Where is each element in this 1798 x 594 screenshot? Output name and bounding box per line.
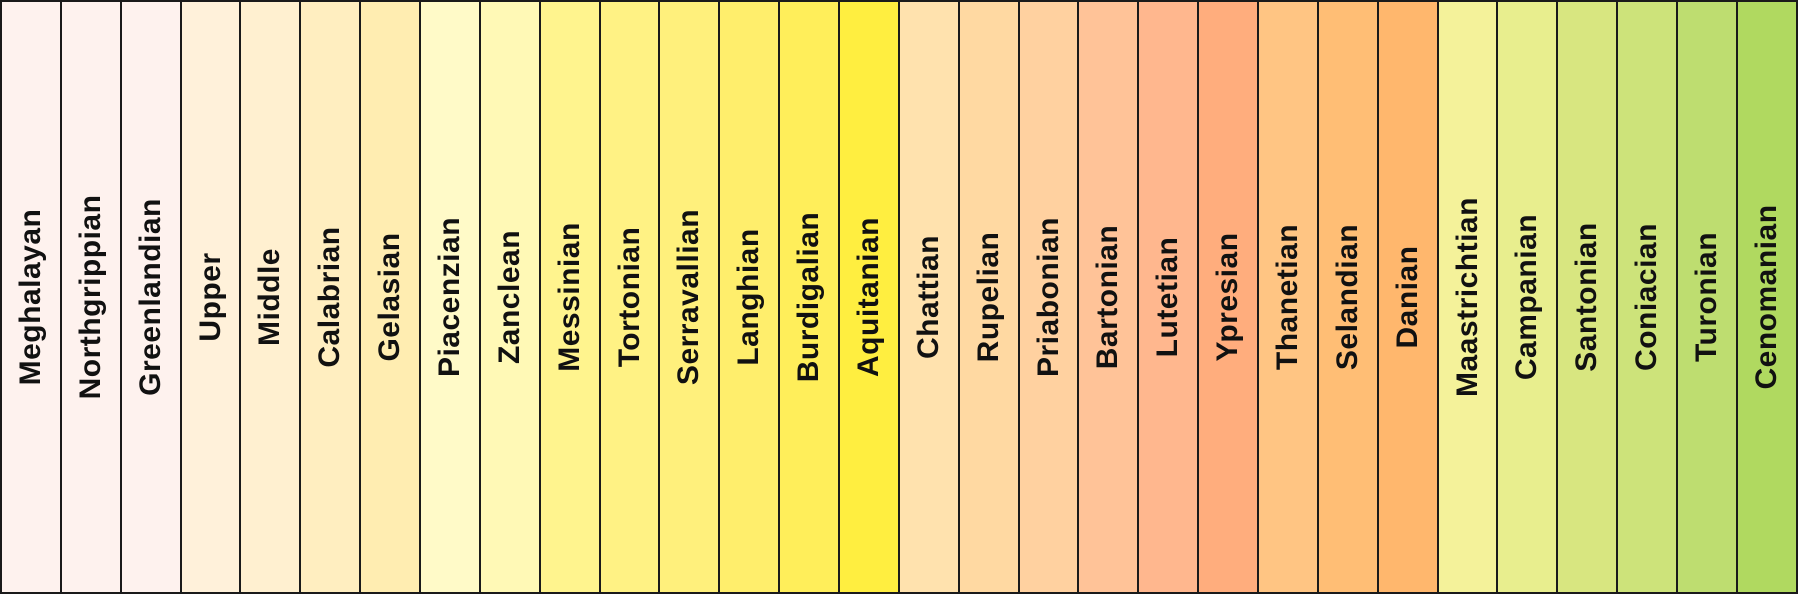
stage-column: Ypresian (1199, 2, 1260, 592)
stage-column: Greenlandian (121, 2, 182, 592)
stage-column: Maastrichtian (1438, 2, 1499, 592)
stage-label: Upper (193, 252, 227, 342)
stage-label: Meghalayan (13, 208, 47, 386)
stage-column: Priabonian (1019, 2, 1080, 592)
stage-column: Tortonian (600, 2, 661, 592)
stage-column: Gelasian (361, 2, 422, 592)
stage-label: Serravallian (672, 208, 706, 386)
stage-label: Selandian (1330, 223, 1364, 371)
stage-column: Bartonian (1079, 2, 1140, 592)
stage-column: Messinian (540, 2, 601, 592)
stage-label: Ypresian (1211, 232, 1245, 362)
stage-column: Rupelian (959, 2, 1020, 592)
stage-label: Lutetian (1151, 236, 1185, 358)
stage-column: Lutetian (1139, 2, 1200, 592)
stage-column: Coniacian (1618, 2, 1679, 592)
stage-column: Thanetian (1259, 2, 1319, 592)
stage-column: Calabrian (301, 2, 362, 592)
stage-column: Selandian (1318, 2, 1379, 592)
stage-label: Danian (1390, 245, 1424, 349)
stage-column: Burdigalian (780, 2, 841, 592)
stage-label: Turonian (1689, 231, 1723, 363)
stage-label: Messinian (552, 222, 586, 372)
stage-column: Piacenzian (421, 2, 481, 592)
stage-column: Campanian (1498, 2, 1559, 592)
stage-label: Aquitanian (851, 217, 885, 377)
stage-label: Burdigalian (792, 211, 826, 383)
stage-label: Maastrichtian (1450, 197, 1484, 397)
stage-label: Northgrippian (73, 194, 107, 400)
stage-label: Greenlandian (133, 198, 167, 396)
stage-column: Chattian (899, 2, 960, 592)
stage-label: Chattian (911, 235, 945, 359)
stage-label: Bartonian (1091, 224, 1125, 370)
stage-label: Gelasian (373, 232, 407, 362)
stage-column: Zanclean (480, 2, 541, 592)
stage-label: Santonian (1570, 222, 1604, 372)
stage-column: Aquitanian (840, 2, 900, 592)
stage-column: Middle (241, 2, 302, 592)
stage-label: Cenomanian (1749, 204, 1783, 390)
stage-column: Serravallian (660, 2, 721, 592)
stage-column: Turonian (1678, 2, 1738, 592)
stage-label: Rupelian (971, 231, 1005, 363)
stage-column: Northgrippian (61, 2, 122, 592)
stage-label: Calabrian (313, 226, 347, 368)
stage-column: Langhian (720, 2, 781, 592)
stage-label: Coniacian (1630, 223, 1664, 371)
stage-label: Campanian (1510, 213, 1544, 381)
stage-label: Priabonian (1031, 216, 1065, 378)
stage-column: Santonian (1558, 2, 1619, 592)
stage-label: Tortonian (612, 226, 646, 368)
stage-column: Meghalayan (2, 2, 62, 592)
stage-label: Piacenzian (432, 216, 466, 378)
stage-column: Danian (1378, 2, 1439, 592)
stage-label: Langhian (732, 228, 766, 366)
stage-column: Cenomanian (1737, 2, 1798, 592)
stage-label: Thanetian (1270, 223, 1304, 371)
stage-label: Middle (253, 248, 287, 346)
stage-label: Zanclean (492, 229, 526, 365)
stage-column: Upper (181, 2, 242, 592)
